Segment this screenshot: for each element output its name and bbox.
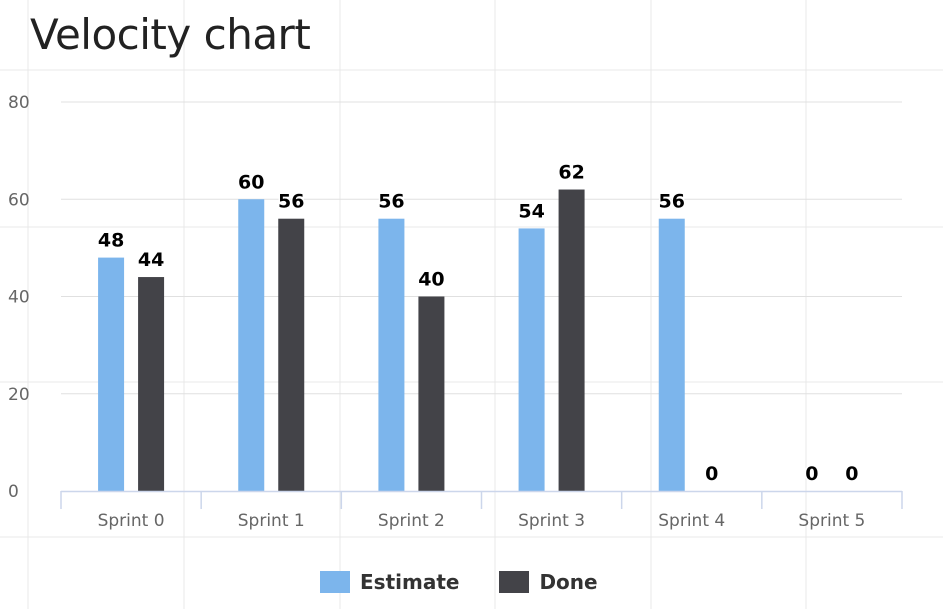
y-tick-label: 0: [8, 482, 19, 502]
data-label-done-0: 44: [138, 249, 164, 271]
data-label-done-5: 0: [845, 463, 858, 485]
data-label-estimate-3: 54: [518, 200, 544, 222]
x-tick-label: Sprint 2: [378, 511, 445, 531]
legend-label-estimate: Estimate: [360, 570, 460, 594]
y-tick-label: 80: [8, 93, 30, 113]
x-tick-label: Sprint 5: [798, 511, 865, 531]
legend-swatch-done: [499, 571, 530, 593]
legend-label-done: Done: [539, 570, 598, 594]
bar-series: [98, 189, 685, 492]
x-tick-label: Sprint 4: [658, 511, 725, 531]
data-label-done-4: 0: [705, 463, 718, 485]
y-tick-label: 20: [8, 385, 30, 405]
chart-legend: Estimate Done: [320, 570, 638, 594]
bar-estimate-0[interactable]: [98, 257, 125, 491]
data-label-done-3: 62: [558, 162, 584, 184]
y-axis-tick-labels: 0 20 40 60 80: [8, 93, 30, 502]
data-label-estimate-5: 0: [805, 463, 818, 485]
data-label-estimate-4: 56: [659, 191, 685, 213]
y-grid-lines: [61, 101, 902, 395]
bar-estimate-1[interactable]: [238, 199, 265, 491]
velocity-chart: 0 20 40 60 80 48 44 60 56 56 40 54 62 56 0 0 0 Sprint 0…: [8, 93, 903, 531]
chart-title: Velocity chart: [30, 10, 311, 59]
legend-item-estimate[interactable]: Estimate: [320, 570, 459, 594]
data-label-done-1: 56: [278, 191, 304, 213]
y-tick-label: 40: [8, 288, 30, 308]
legend-swatch-estimate: [320, 571, 350, 593]
bar-done-0[interactable]: [138, 277, 165, 491]
bar-estimate-3[interactable]: [518, 228, 545, 492]
data-label-estimate-1: 60: [238, 171, 264, 193]
data-labels: 48 44 60 56 56 40 54 62 56 0 0 0: [96, 160, 860, 486]
legend-item-done[interactable]: Done: [499, 570, 598, 594]
bar-estimate-4[interactable]: [658, 218, 685, 491]
bar-estimate-2[interactable]: [378, 218, 405, 491]
data-label-estimate-2: 56: [378, 191, 404, 213]
x-tick-label: Sprint 1: [238, 511, 305, 531]
data-label-estimate-0: 48: [98, 230, 124, 252]
bar-done-1[interactable]: [278, 218, 305, 491]
x-tick-label: Sprint 0: [98, 511, 165, 531]
y-tick-label: 60: [8, 190, 30, 210]
data-label-done-2: 40: [418, 269, 444, 291]
x-axis: Sprint 0 Sprint 1 Sprint 2 Sprint 3 Sprint 4…: [60, 490, 903, 531]
x-tick-label: Sprint 3: [518, 511, 585, 531]
bar-done-2[interactable]: [418, 296, 445, 492]
bar-done-3[interactable]: [558, 189, 585, 491]
